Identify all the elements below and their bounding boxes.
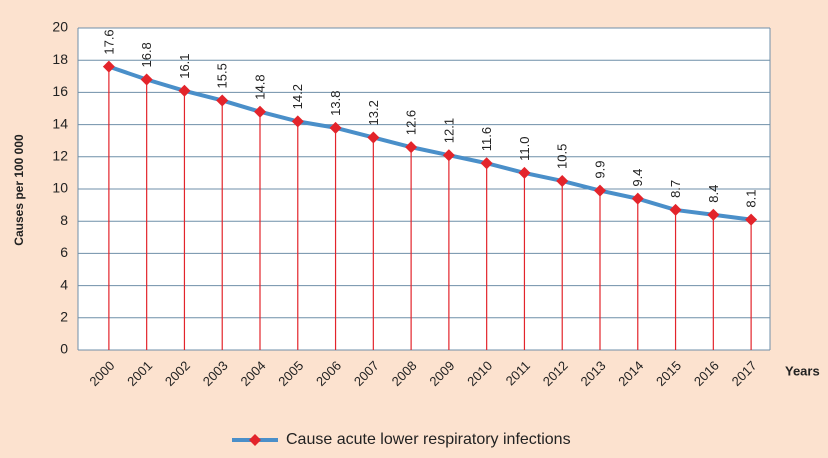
- y-tick-label: 6: [60, 244, 68, 260]
- marker: [745, 213, 758, 226]
- marker: [631, 192, 644, 205]
- y-tick-label: 16: [52, 83, 68, 99]
- data-label: 16.1: [177, 53, 192, 78]
- data-label: 9.4: [630, 169, 645, 187]
- marker: [518, 166, 531, 179]
- data-label: 10.5: [555, 144, 570, 169]
- y-tick-label: 12: [52, 148, 68, 164]
- data-label: 11.0: [517, 137, 532, 161]
- marker: [442, 149, 455, 162]
- data-label: 8.7: [668, 180, 683, 198]
- marker: [329, 121, 342, 134]
- data-label: 13.2: [366, 100, 381, 125]
- marker: [669, 203, 682, 216]
- data-label: 16.8: [139, 42, 154, 67]
- y-tick-label: 20: [52, 19, 68, 35]
- marker: [178, 84, 191, 97]
- marker: [367, 131, 380, 144]
- data-label: 14.2: [290, 84, 305, 109]
- legend-label: Cause acute lower respiratory infections: [286, 431, 571, 448]
- y-tick-label: 18: [52, 51, 68, 67]
- marker: [594, 184, 606, 197]
- data-label: 11.6: [479, 127, 494, 151]
- y-tick-label: 0: [60, 341, 68, 357]
- marker: [140, 73, 153, 86]
- marker: [102, 60, 115, 73]
- marker: [480, 157, 493, 170]
- series-line: [108, 64, 752, 222]
- data-label: 15.5: [215, 63, 230, 88]
- data-label: 9.9: [592, 161, 607, 179]
- data-label: 8.1: [744, 190, 759, 208]
- marker: [216, 94, 229, 107]
- data-label: 14.8: [252, 74, 267, 99]
- marker: [556, 174, 569, 187]
- marker: [254, 105, 266, 118]
- data-label: 12.6: [404, 110, 419, 135]
- data-label: 13.8: [328, 91, 343, 116]
- y-tick-label: 2: [60, 309, 68, 325]
- marker: [707, 208, 720, 221]
- marker: [291, 115, 304, 128]
- marker: [405, 141, 418, 154]
- data-label: 17.6: [101, 29, 116, 54]
- y-tick-label: 10: [52, 180, 68, 196]
- x-axis-label: Years: [785, 363, 820, 378]
- y-tick-label: 14: [52, 115, 68, 131]
- data-label: 12.1: [441, 118, 456, 143]
- y-tick-label: 4: [60, 276, 68, 292]
- legend-marker: [249, 434, 261, 446]
- y-tick-label: 8: [60, 212, 68, 228]
- y-axis-label: Causes per 100 000: [12, 134, 26, 246]
- data-label: 8.4: [706, 185, 721, 203]
